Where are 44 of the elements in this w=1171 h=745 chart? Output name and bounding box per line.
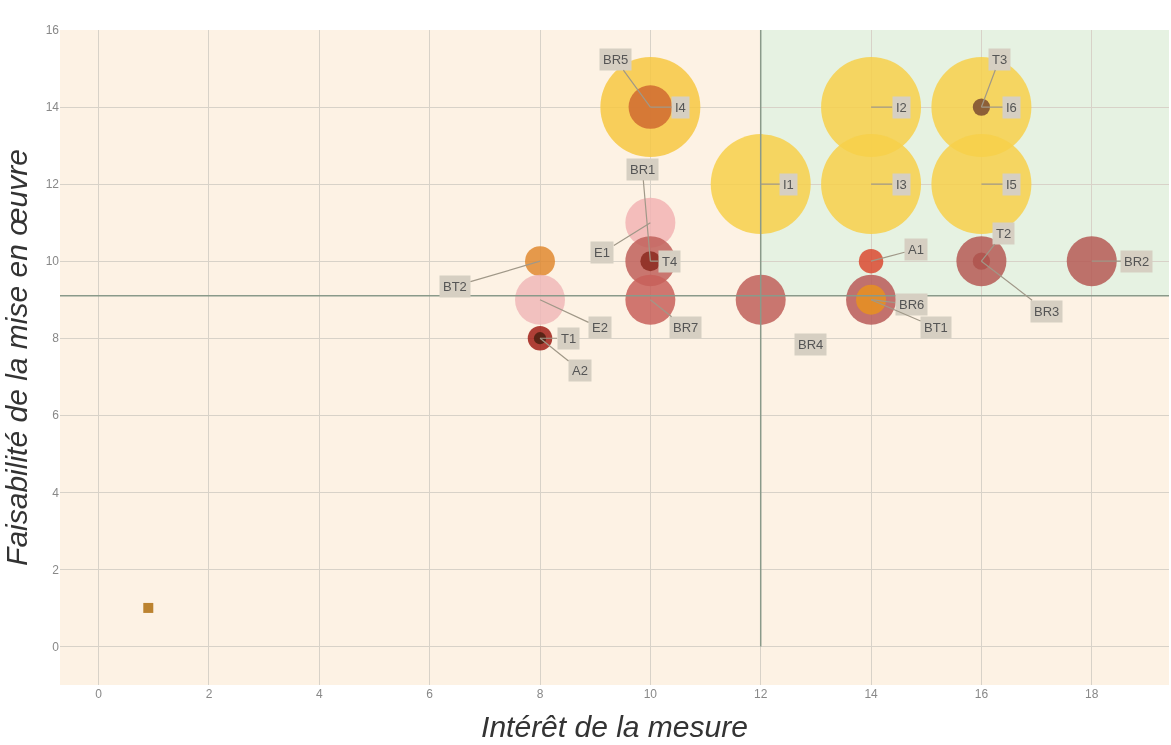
series-label: I2 — [896, 100, 907, 115]
y-tick-label: 0 — [52, 639, 60, 654]
text: BT1 — [924, 320, 948, 335]
text: BT2 — [443, 279, 467, 294]
y-tick-label: 14 — [45, 100, 60, 115]
series-label: I6 — [1006, 100, 1017, 115]
x-tick-label: 12 — [754, 687, 768, 701]
text: A2 — [572, 363, 588, 378]
series-label: I4 — [675, 100, 686, 115]
text: BR1 — [630, 162, 656, 177]
y-tick-label: 4 — [52, 485, 60, 500]
series-label: BR6 — [899, 297, 925, 312]
y-tick-label: 10 — [45, 254, 60, 269]
series-label: E1 — [594, 245, 610, 260]
series-label: I5 — [1006, 177, 1017, 192]
x-tick-label: 8 — [536, 687, 544, 701]
x-tick-label: 0 — [95, 687, 103, 701]
y-tick-label: 6 — [52, 408, 60, 423]
series-label: A1 — [908, 242, 924, 257]
y-tick-label: 16 — [45, 23, 60, 38]
x-tick-label: 4 — [315, 687, 323, 701]
x-axis-title: Intérêt de la mesure — [481, 709, 748, 743]
y-tick-label: 2 — [52, 562, 60, 577]
series-label: I1 — [783, 177, 794, 192]
series-label: BR5 — [603, 52, 629, 67]
x-tick-label: 14 — [864, 687, 879, 701]
text: E2 — [592, 320, 608, 335]
x-tick-label: 6 — [426, 687, 434, 701]
text: BR4 — [798, 337, 824, 352]
x-tick-label: 18 — [1085, 687, 1099, 701]
series-label: T2 — [996, 226, 1012, 241]
x-tick-label: 2 — [205, 687, 213, 701]
x-tick-label: 10 — [643, 687, 658, 701]
series-label: BR2 — [1124, 254, 1150, 269]
series-label: T4 — [662, 254, 678, 269]
x-tick-label: 16 — [974, 687, 989, 701]
text: T3 — [992, 52, 1008, 67]
series-label: I3 — [896, 177, 907, 192]
y-tick-label: 8 — [52, 331, 60, 346]
y-tick-label: 12 — [45, 177, 60, 192]
text: BR3 — [1034, 304, 1060, 319]
series-label: T1 — [561, 331, 577, 346]
y-axis-title: Faisabilité de la mise en œuvre — [0, 149, 33, 566]
series-label: BR7 — [673, 320, 699, 335]
